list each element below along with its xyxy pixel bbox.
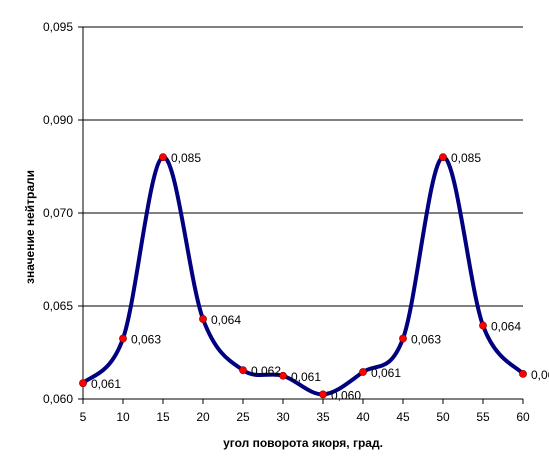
x-tick-label: 45	[396, 410, 410, 424]
data-point	[279, 371, 287, 380]
data-labels: 0,061 0,063 0,085 0,064 0,062 0,061 0,060 0,061…	[91, 151, 549, 402]
data-point	[79, 379, 87, 388]
x-tick-label: 10	[116, 410, 130, 424]
data-point	[439, 153, 447, 162]
y-tick-label: 0,095	[43, 20, 73, 34]
data-label: 0,063	[131, 333, 161, 347]
y-tick-label: 0,060	[43, 392, 73, 406]
data-label: 0,061	[531, 368, 549, 382]
data-point	[159, 153, 167, 162]
x-tick-label: 55	[476, 410, 490, 424]
data-point	[399, 334, 407, 343]
data-label: 0,062	[251, 364, 281, 378]
x-tick-label: 50	[436, 410, 450, 424]
data-label: 0,064	[211, 313, 241, 327]
x-tick-label: 40	[356, 410, 370, 424]
y-tick-label: 0,070	[43, 206, 73, 220]
data-label: 0,085	[451, 151, 481, 165]
markers	[79, 153, 527, 399]
x-tick-label: 15	[156, 410, 170, 424]
data-label: 0,063	[411, 333, 441, 347]
y-axis-title: значение нейтрали	[23, 170, 37, 284]
x-axis-title: угол поворота якоря, град.	[223, 436, 383, 450]
data-label: 0,061	[371, 366, 401, 380]
x-tick-labels: 5 10 15 20 25 30 35 40 45 50 55 60	[80, 410, 530, 424]
data-point	[359, 368, 367, 376]
data-label: 0,060	[331, 388, 361, 402]
grid	[83, 26, 523, 307]
data-label: 0,061	[291, 370, 321, 384]
x-tick-label: 35	[316, 410, 330, 424]
x-tick-label: 60	[516, 410, 530, 424]
data-point	[319, 390, 327, 399]
data-label: 0,061	[91, 377, 121, 391]
x-tick-label: 30	[276, 410, 290, 424]
data-point	[479, 321, 487, 330]
series-line	[81, 155, 525, 397]
data-point	[239, 366, 247, 375]
x-tick-label: 5	[80, 410, 87, 424]
data-label: 0,085	[171, 151, 201, 165]
y-tick-labels: 0,060 0,065 0,070 0,090 0,095	[43, 20, 73, 406]
x-tick-label: 25	[236, 410, 250, 424]
data-point	[119, 334, 127, 343]
y-tick-label: 0,090	[43, 113, 73, 127]
data-point	[199, 315, 207, 323]
axes	[78, 26, 524, 404]
x-tick-label: 20	[196, 410, 210, 424]
data-label: 0,064	[491, 320, 521, 334]
data-point	[519, 369, 527, 378]
y-tick-label: 0,065	[43, 299, 73, 313]
series	[81, 155, 525, 397]
